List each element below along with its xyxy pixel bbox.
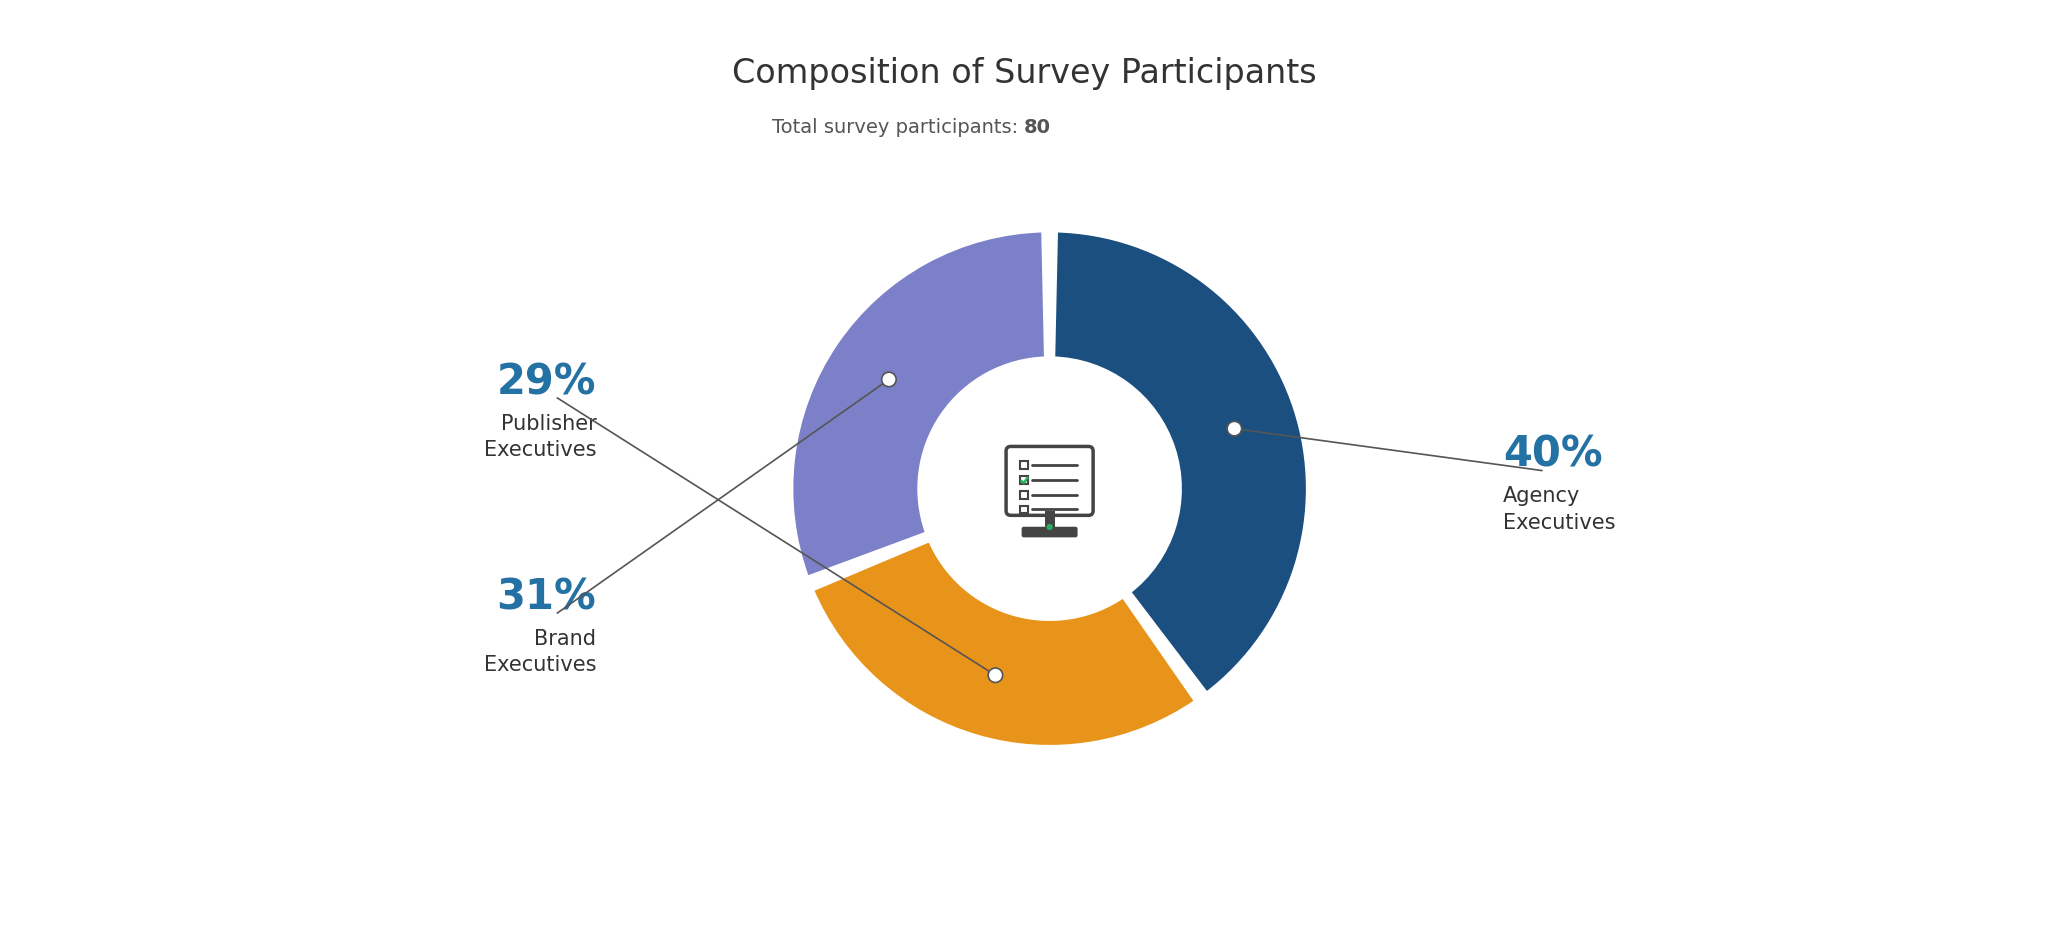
Text: 31%: 31% — [496, 577, 596, 619]
Bar — [1020, 506, 1028, 513]
Text: Agency
Executives: Agency Executives — [1503, 486, 1616, 532]
Text: 29%: 29% — [498, 362, 596, 403]
Text: 40%: 40% — [1503, 434, 1604, 476]
Wedge shape — [1053, 230, 1309, 695]
Bar — [1020, 476, 1028, 484]
Text: Brand
Executives: Brand Executives — [483, 628, 596, 675]
Circle shape — [881, 372, 897, 387]
Wedge shape — [791, 230, 1047, 578]
Circle shape — [1227, 421, 1241, 436]
Circle shape — [987, 668, 1004, 683]
Text: 80: 80 — [1024, 118, 1051, 137]
Bar — [1020, 462, 1028, 469]
FancyBboxPatch shape — [1022, 527, 1077, 537]
Text: Total survey participants:: Total survey participants: — [772, 118, 1024, 137]
Bar — [1020, 491, 1028, 498]
Text: Composition of Survey Participants: Composition of Survey Participants — [731, 57, 1317, 89]
Bar — [1044, 511, 1055, 528]
Circle shape — [1047, 524, 1053, 530]
FancyBboxPatch shape — [1006, 447, 1094, 515]
Wedge shape — [811, 539, 1198, 748]
Text: Publisher
Executives: Publisher Executives — [483, 414, 596, 460]
